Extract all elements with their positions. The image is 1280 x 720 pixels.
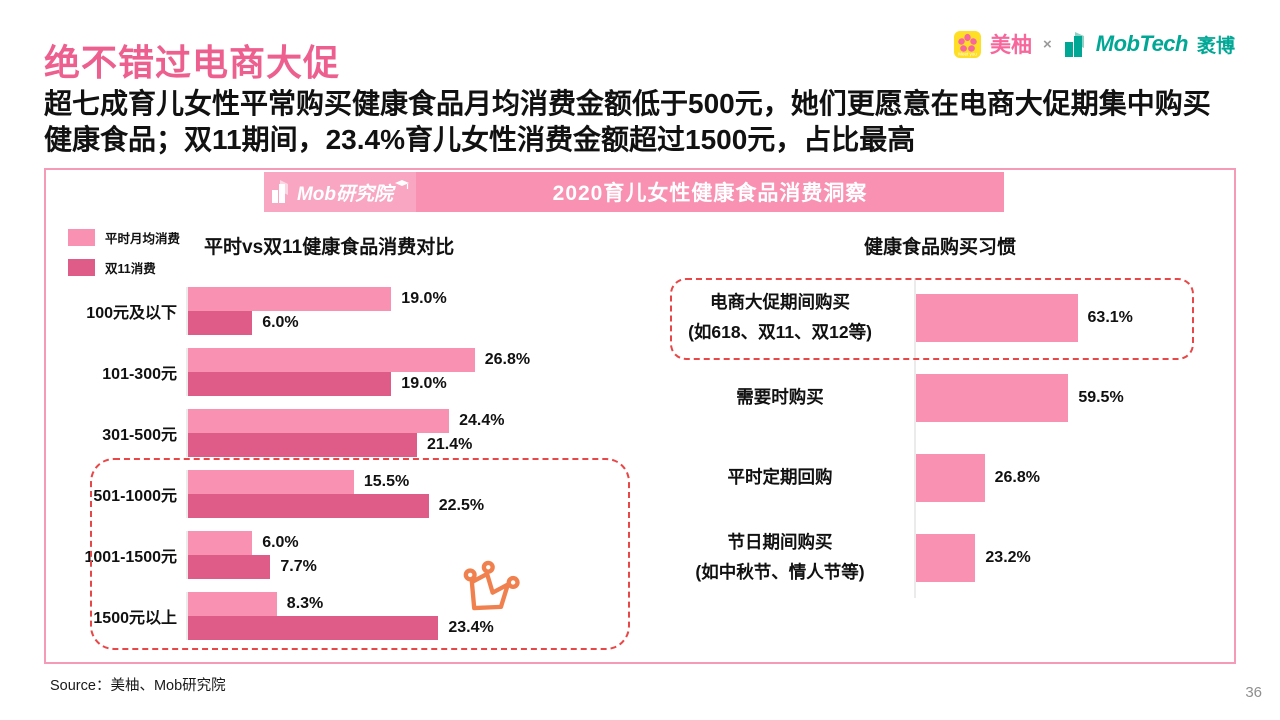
habit-row-when-needed: 需要时购买 59.5% bbox=[646, 358, 1234, 438]
bar-value: 24.4% bbox=[459, 411, 505, 429]
mob-institute-badge: Mob研究院 bbox=[264, 172, 416, 212]
habit-label: 电商大促期间购买 bbox=[710, 292, 850, 313]
legend-swatch-normal bbox=[68, 229, 95, 246]
habit-bar bbox=[916, 294, 1078, 342]
bar-row-301-500: 301-500元 24.4% 21.4% bbox=[46, 402, 646, 463]
bar-value: 22.5% bbox=[438, 496, 485, 514]
legend-label-normal: 平时月均消费 bbox=[105, 232, 181, 246]
category-label: 100元及以下 bbox=[86, 304, 177, 322]
right-chart-rows: 电商大促期间购买 (如618、双11、双12等) 63.1% 需要时购买 bbox=[646, 278, 1234, 598]
habit-bar bbox=[916, 374, 1069, 422]
habit-row-festival: 节日期间购买 (如中秋节、情人节等) 23.2% bbox=[646, 518, 1234, 598]
mobtech-wordmark: MobTech bbox=[1095, 31, 1189, 56]
category-label: 301-500元 bbox=[102, 426, 177, 444]
bar-value: 23.2% bbox=[985, 549, 1031, 566]
bar-double11 bbox=[188, 371, 392, 396]
category-label: 501-1000元 bbox=[93, 487, 177, 505]
crown-icon bbox=[463, 560, 520, 611]
graduation-cap-icon bbox=[395, 180, 410, 189]
white-building-icon bbox=[271, 180, 288, 203]
habit-row-regular: 平时定期回购 26.8% bbox=[646, 438, 1234, 518]
bar-row-1001-1500: 1001-1500元 6.0% 7.7% bbox=[46, 524, 646, 585]
bar-row-501-1000: 501-1000元 15.5% 22.5% bbox=[46, 463, 646, 524]
bar-value: 6.0% bbox=[262, 533, 299, 551]
bar-value: 63.1% bbox=[1087, 309, 1133, 326]
svg-text:Meet you: Meet you bbox=[958, 51, 977, 56]
source-note: Source：美柚、Mob研究院 bbox=[50, 678, 226, 694]
left-chart-title: 平时vs双11健康食品消费对比 bbox=[204, 237, 455, 258]
chart-buying-habits: 健康食品购买习惯 电商大促期间购买 (如618、双11、双12等) 63.1% … bbox=[646, 216, 1234, 660]
bar-double11 bbox=[188, 493, 429, 518]
panel-banner-title: 2020育儿女性健康食品消费洞察 bbox=[416, 172, 1004, 212]
bar-row-101-300: 101-300元 26.8% 19.0% bbox=[46, 341, 646, 402]
bar-value: 21.4% bbox=[426, 435, 473, 453]
bar-value: 15.5% bbox=[363, 472, 410, 490]
bar-value: 6.0% bbox=[262, 313, 299, 331]
bar-normal bbox=[188, 530, 253, 555]
key-finding-text: 超七成育儿女性平常购买健康食品月均消费金额低于500元，她们更愿意在电商大促期集… bbox=[44, 88, 1211, 156]
bar-normal bbox=[188, 591, 277, 616]
bar-value: 19.0% bbox=[401, 374, 447, 392]
habit-label: 节日期间购买 bbox=[727, 532, 833, 553]
category-label: 1001-1500元 bbox=[84, 548, 177, 566]
page-number: 36 bbox=[1245, 684, 1262, 701]
right-chart-title: 健康食品购买习惯 bbox=[863, 237, 1016, 258]
meiyou-wordmark: 美柚 bbox=[989, 34, 1032, 57]
category-label: 1500元以上 bbox=[93, 609, 177, 627]
bar-value: 26.8% bbox=[994, 469, 1040, 486]
left-chart-rows: 100元及以下 19.0% 6.0% 101-300元 26.8% 19.0% … bbox=[46, 280, 646, 646]
bar-normal bbox=[188, 347, 475, 372]
bar-row-0-100: 100元及以下 19.0% 6.0% bbox=[46, 280, 646, 341]
mob-institute-wordmark: Mob研究院 bbox=[296, 183, 394, 205]
habit-sublabel: (如618、双11、双12等) bbox=[688, 322, 872, 342]
habit-row-promo: 电商大促期间购买 (如618、双11、双12等) 63.1% bbox=[646, 278, 1234, 358]
bar-double11 bbox=[188, 615, 439, 640]
panel-banner: Mob研究院 2020育儿女性健康食品消费洞察 bbox=[264, 172, 1004, 212]
page-title: 绝不错过电商大促 bbox=[44, 42, 341, 83]
chart-consumption-comparison: 平时月均消费 双11消费 平时vs双11健康食品消费对比 100元及以下 19.… bbox=[46, 216, 646, 660]
bar-value: 59.5% bbox=[1078, 389, 1124, 406]
insight-panel: Mob研究院 2020育儿女性健康食品消费洞察 平时月均消费 双11消费 bbox=[44, 168, 1236, 664]
mobtech-building-icon bbox=[1064, 31, 1084, 57]
brand-logos: Meet you 美柚 × MobTech 袤博 bbox=[953, 29, 1235, 59]
habit-sublabel: (如中秋节、情人节等) bbox=[695, 562, 865, 582]
bar-double11 bbox=[188, 432, 417, 457]
habit-label: 需要时购买 bbox=[736, 387, 824, 408]
bar-value: 26.8% bbox=[484, 350, 531, 368]
brand-cross-separator: × bbox=[1042, 35, 1052, 53]
chart-legend: 平时月均消费 双11消费 bbox=[68, 228, 180, 288]
bar-normal bbox=[188, 286, 392, 311]
legend-item-double11: 双11消费 bbox=[68, 258, 180, 277]
habit-bar bbox=[916, 534, 976, 582]
bar-normal bbox=[188, 469, 354, 494]
bar-value: 7.7% bbox=[280, 557, 317, 575]
bar-normal bbox=[188, 408, 450, 433]
maobo-wordmark: 袤博 bbox=[1196, 35, 1235, 57]
habit-label: 平时定期回购 bbox=[727, 467, 833, 488]
habit-bar bbox=[916, 454, 985, 502]
legend-label-double11: 双11消费 bbox=[105, 262, 156, 276]
bar-value: 19.0% bbox=[401, 289, 447, 307]
category-label: 101-300元 bbox=[102, 365, 177, 383]
bar-row-1500-plus: 1500元以上 8.3% 23.4% bbox=[46, 585, 646, 646]
bar-double11 bbox=[188, 554, 271, 579]
bar-value: 8.3% bbox=[286, 594, 324, 612]
bar-double11 bbox=[188, 310, 253, 335]
meiyou-app-icon: Meet you bbox=[953, 30, 981, 58]
legend-item-normal: 平时月均消费 bbox=[68, 228, 180, 247]
bar-value: 23.4% bbox=[448, 618, 494, 636]
legend-swatch-double11 bbox=[68, 259, 95, 276]
